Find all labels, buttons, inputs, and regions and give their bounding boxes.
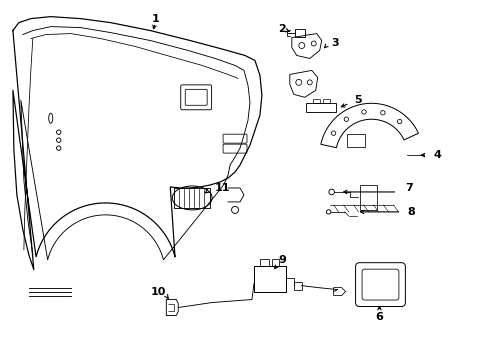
Text: 7: 7 bbox=[405, 183, 412, 193]
Text: 6: 6 bbox=[375, 312, 383, 323]
Bar bbox=[253, 266, 285, 292]
Text: 10: 10 bbox=[150, 287, 166, 297]
Bar bbox=[260, 259, 268, 266]
Bar bbox=[346, 134, 364, 147]
Text: 8: 8 bbox=[407, 207, 414, 217]
Bar bbox=[271, 259, 278, 266]
Bar bbox=[174, 188, 210, 208]
Bar bbox=[293, 282, 301, 289]
Bar bbox=[312, 99, 319, 103]
Text: 3: 3 bbox=[330, 37, 338, 48]
Bar bbox=[359, 185, 377, 210]
Text: 5: 5 bbox=[353, 95, 361, 105]
Bar bbox=[305, 103, 335, 112]
Bar bbox=[322, 99, 329, 103]
Text: 1: 1 bbox=[151, 14, 159, 24]
Text: 11: 11 bbox=[214, 183, 229, 193]
Text: 9: 9 bbox=[277, 255, 285, 265]
Text: 4: 4 bbox=[432, 150, 440, 160]
Text: 2: 2 bbox=[277, 24, 285, 33]
Bar bbox=[294, 28, 304, 37]
